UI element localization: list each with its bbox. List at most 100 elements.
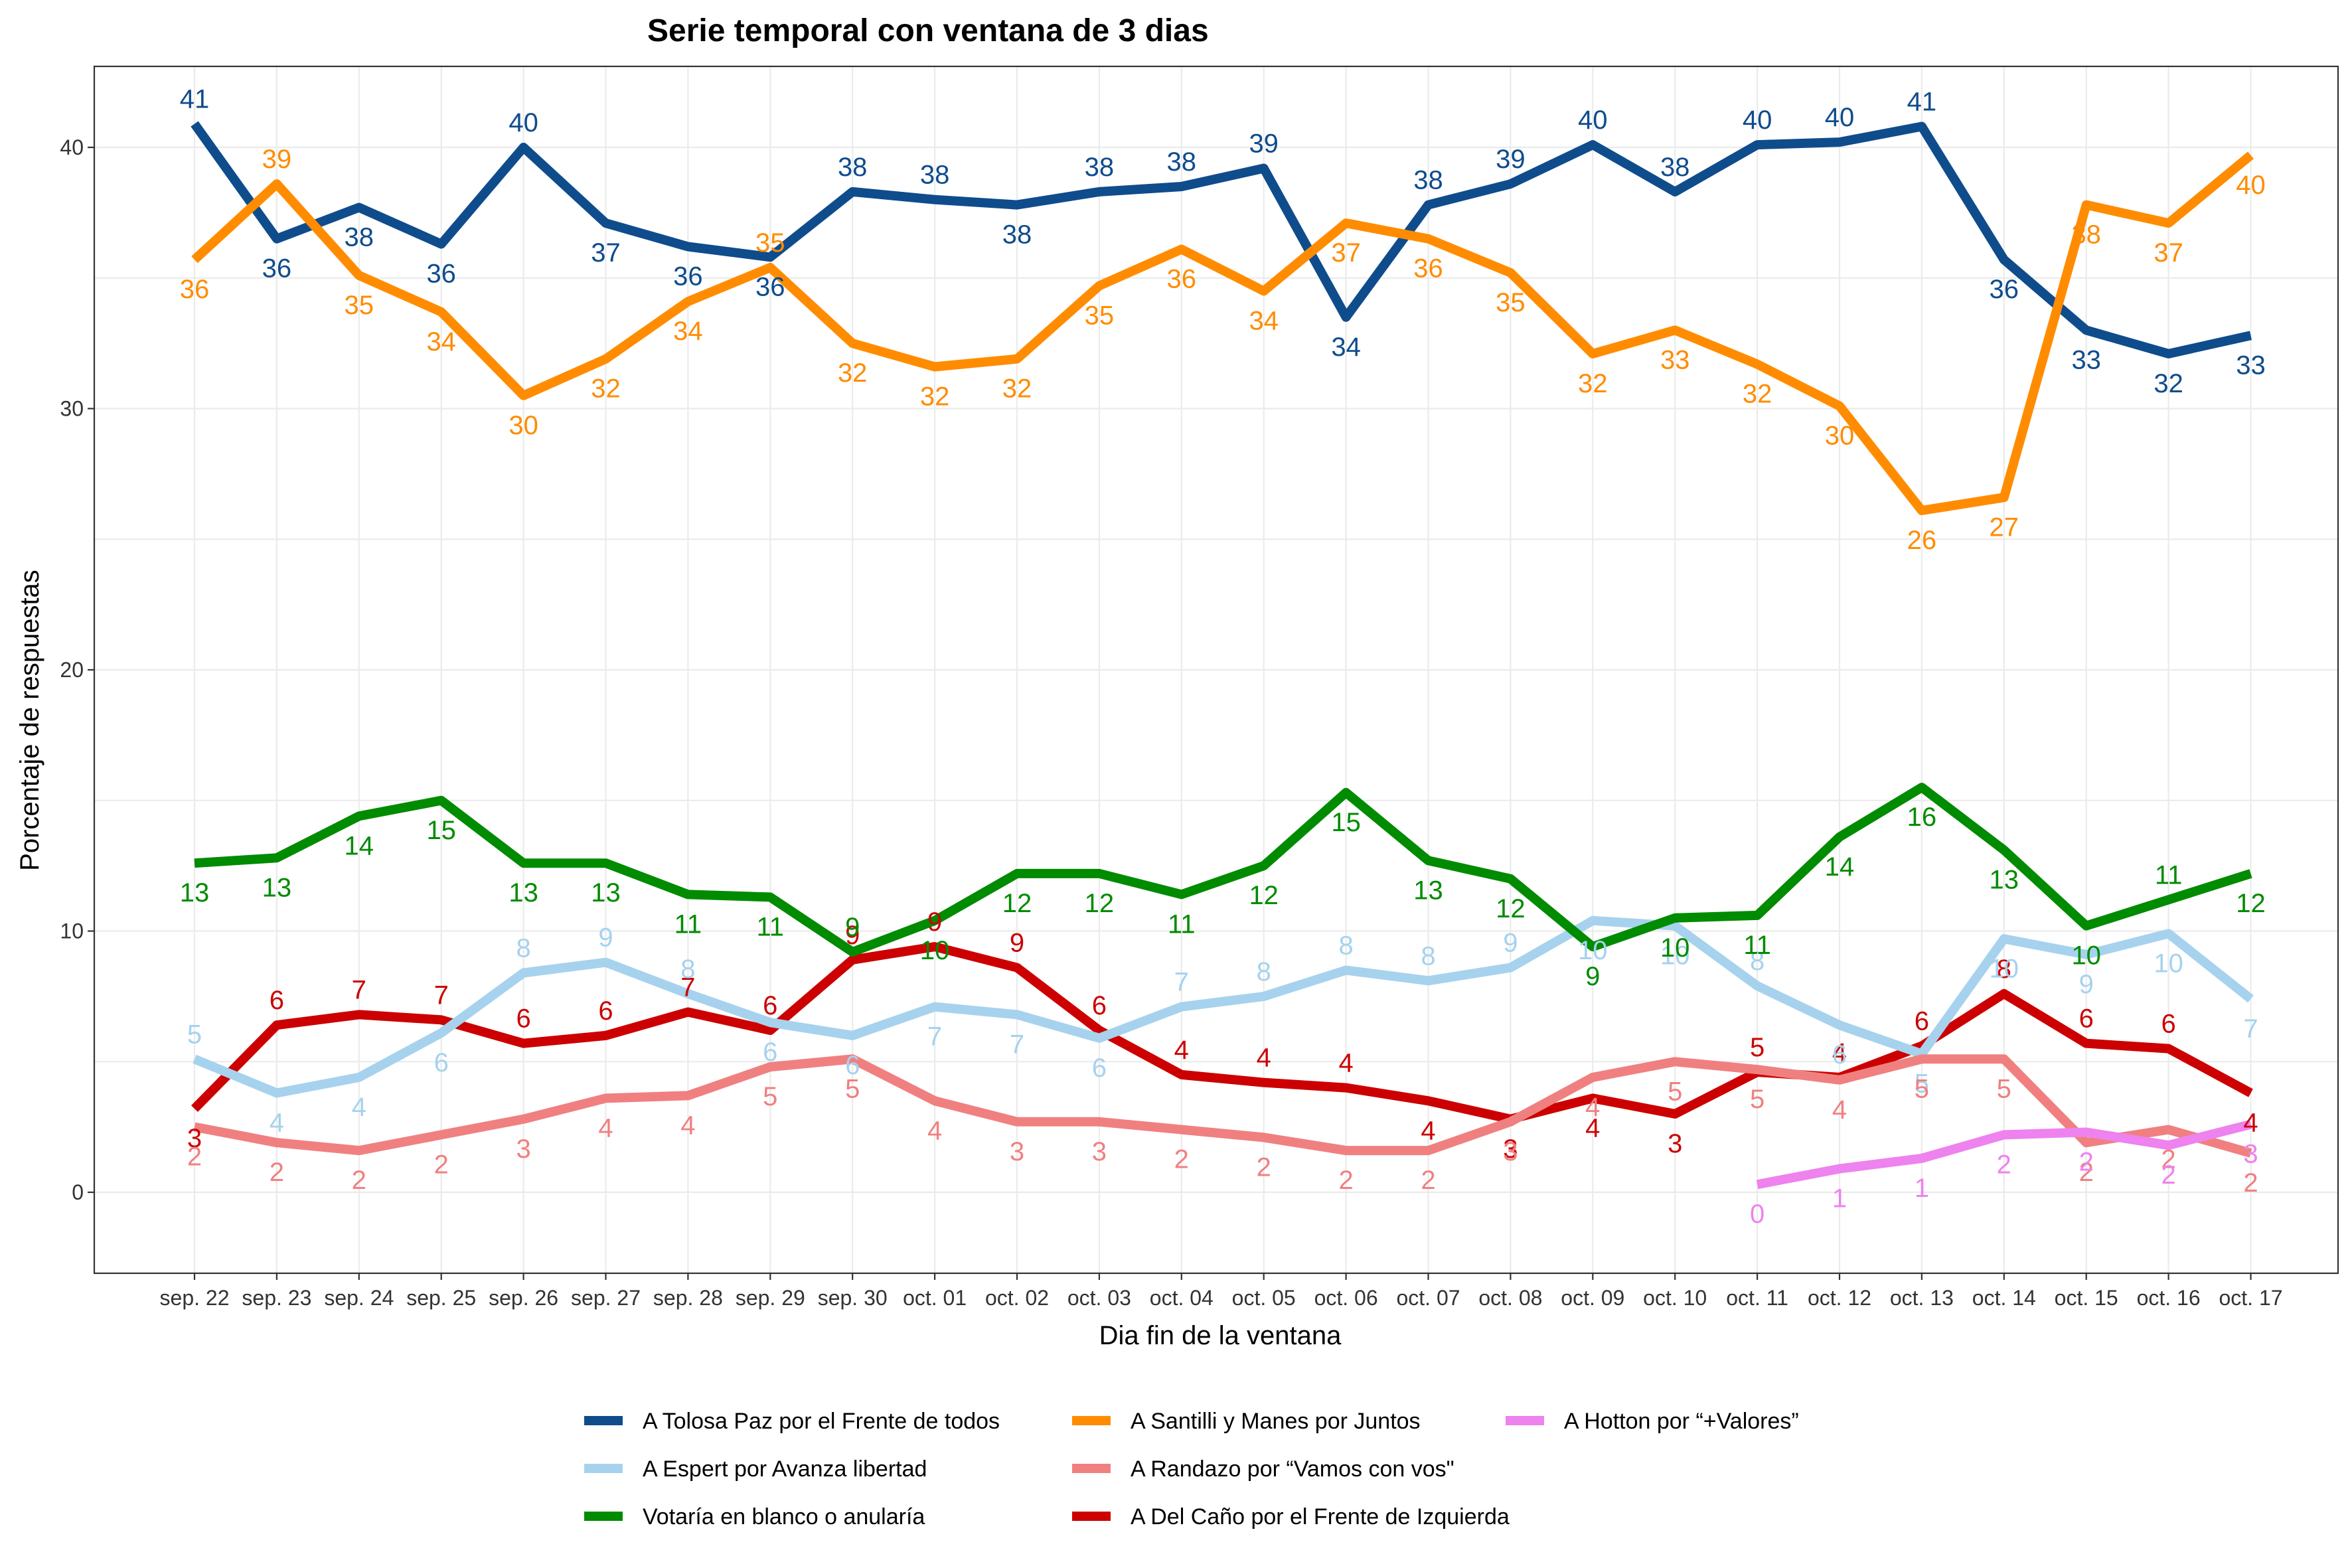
x-tick-label: oct. 12 bbox=[1808, 1286, 1871, 1310]
data-label: 9 bbox=[1503, 929, 1518, 958]
data-label: 7 bbox=[1010, 1030, 1024, 1059]
data-label: 9 bbox=[1585, 962, 1600, 991]
legend-label: A Espert por Avanza libertad bbox=[643, 1456, 927, 1482]
series-line-6 bbox=[194, 783, 2252, 957]
x-tick-label: oct. 01 bbox=[903, 1286, 967, 1310]
data-label: 38 bbox=[1085, 153, 1115, 182]
data-label: 36 bbox=[262, 254, 292, 283]
data-label: 8 bbox=[1750, 947, 1764, 976]
data-label: 35 bbox=[345, 291, 374, 320]
series-line-3 bbox=[193, 915, 2254, 1098]
data-label: 39 bbox=[262, 145, 292, 174]
data-label: 2 bbox=[270, 1158, 284, 1187]
data-label: 30 bbox=[509, 411, 538, 440]
legend-label: A Tolosa Paz por el Frente de todos bbox=[643, 1409, 1000, 1434]
data-label: 5 bbox=[1915, 1074, 1929, 1103]
x-axis-title: Dia fin de la ventana bbox=[1099, 1321, 1342, 1350]
x-tick-label: sep. 26 bbox=[489, 1286, 558, 1310]
data-label: 6 bbox=[516, 1004, 530, 1034]
y-tick-label: 30 bbox=[60, 396, 84, 420]
data-label: 4 bbox=[598, 1113, 613, 1142]
y-tick-label: 40 bbox=[60, 135, 84, 159]
data-label: 32 bbox=[920, 382, 950, 412]
data-label: 9 bbox=[598, 923, 613, 953]
data-label: 6 bbox=[763, 1038, 777, 1067]
data-label: 7 bbox=[352, 975, 366, 1004]
data-label: 12 bbox=[1002, 889, 1032, 918]
data-label: 36 bbox=[1990, 275, 2019, 304]
data-label: 9 bbox=[845, 913, 860, 942]
legend-label: A Santilli y Manes por Juntos bbox=[1131, 1409, 1421, 1434]
data-label: 2 bbox=[2161, 1145, 2175, 1174]
series-line-1 bbox=[191, 151, 2254, 515]
data-label: 32 bbox=[1743, 380, 1772, 409]
data-label: 6 bbox=[1832, 1040, 1847, 1069]
data-label: 11 bbox=[1743, 931, 1771, 960]
y-tick-label: 20 bbox=[60, 658, 84, 682]
data-label: 36 bbox=[755, 272, 785, 301]
x-tick-label: sep. 30 bbox=[818, 1286, 888, 1310]
y-tick-label: 0 bbox=[72, 1180, 84, 1204]
data-label: 34 bbox=[673, 317, 703, 346]
data-label: 7 bbox=[2243, 1014, 2258, 1044]
data-label: 10 bbox=[2154, 949, 2183, 978]
data-label: 7 bbox=[927, 1022, 942, 1052]
x-tick-label: oct. 02 bbox=[985, 1286, 1049, 1310]
data-label: 2 bbox=[1997, 1150, 2011, 1179]
series-line-5 bbox=[1756, 1119, 2252, 1190]
x-tick-label: oct. 11 bbox=[1726, 1286, 1788, 1310]
data-label: 4 bbox=[1832, 1095, 1847, 1125]
data-label: 3 bbox=[1092, 1137, 1107, 1166]
x-tick-label: oct. 06 bbox=[1314, 1286, 1378, 1310]
data-label: 32 bbox=[838, 358, 868, 388]
data-label: 32 bbox=[1002, 374, 1032, 404]
x-tick-label: sep. 23 bbox=[242, 1286, 311, 1310]
data-label: 6 bbox=[434, 1048, 449, 1077]
data-label: 35 bbox=[1496, 288, 1526, 317]
data-label: 39 bbox=[1496, 145, 1526, 174]
data-label: 14 bbox=[345, 831, 374, 860]
legend-label: A Randazo por “Vamos con vos" bbox=[1131, 1456, 1454, 1482]
data-label: 13 bbox=[1990, 866, 2019, 895]
data-label: 15 bbox=[1331, 808, 1361, 837]
data-label: 5 bbox=[1668, 1077, 1682, 1106]
data-label: 37 bbox=[2154, 238, 2183, 268]
data-label: 9 bbox=[845, 921, 860, 950]
data-label: 3 bbox=[187, 1124, 202, 1153]
y-axis-title: Porcentaje de respuestas bbox=[15, 570, 44, 871]
data-label: 36 bbox=[1167, 264, 1197, 293]
data-label: 38 bbox=[920, 161, 950, 190]
data-label: 38 bbox=[1413, 166, 1443, 195]
data-label: 11 bbox=[2155, 860, 2183, 890]
data-label: 36 bbox=[673, 262, 703, 291]
data-label: 5 bbox=[763, 1082, 777, 1111]
x-tick-label: sep. 25 bbox=[406, 1286, 476, 1310]
data-label: 40 bbox=[1743, 106, 1772, 135]
data-label: 34 bbox=[1249, 306, 1279, 335]
data-label: 16 bbox=[1907, 803, 1937, 832]
chart-title: Serie temporal con ventana de 3 dias bbox=[647, 13, 1209, 48]
data-label: 5 bbox=[1750, 1033, 1764, 1062]
data-label: 4 bbox=[2243, 1108, 2258, 1137]
data-label: 3 bbox=[1503, 1135, 1518, 1164]
data-label: 11 bbox=[757, 912, 785, 941]
data-label: 11 bbox=[674, 909, 702, 939]
data-label: 38 bbox=[2071, 220, 2101, 250]
data-label: 3 bbox=[1503, 1137, 1518, 1166]
legend-label: A Del Caño por el Frente de Izquierda bbox=[1131, 1504, 1510, 1529]
x-tick-label: oct. 05 bbox=[1232, 1286, 1296, 1310]
data-label: 13 bbox=[591, 878, 621, 907]
x-tick-label: sep. 22 bbox=[160, 1286, 230, 1310]
data-label: 15 bbox=[426, 816, 456, 845]
legend: A Tolosa Paz por el Frente de todos A Esp… bbox=[584, 1409, 1799, 1529]
data-label: 10 bbox=[1660, 941, 1690, 971]
data-label: 5 bbox=[845, 1074, 860, 1103]
x-tick-label: sep. 27 bbox=[571, 1286, 641, 1310]
data-label: 2 bbox=[2243, 1168, 2258, 1198]
data-label: 6 bbox=[845, 1051, 860, 1080]
data-label: 8 bbox=[1997, 955, 2011, 984]
data-label: 12 bbox=[2236, 889, 2266, 918]
x-tick-label: oct. 13 bbox=[1890, 1286, 1954, 1310]
data-label: 6 bbox=[2161, 1010, 2175, 1039]
